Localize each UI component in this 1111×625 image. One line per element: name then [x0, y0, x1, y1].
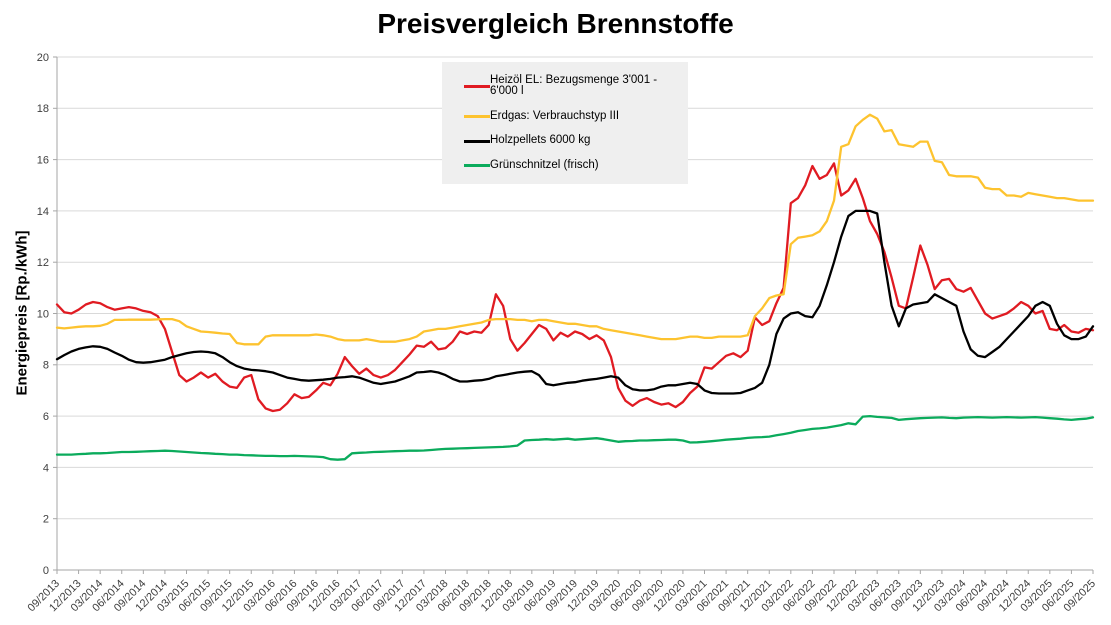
series-line-Holzpellets 6000 kg	[55, 209, 1095, 395]
y-tick-label: 8	[43, 360, 49, 372]
chart-title: Preisvergleich Brennstoffe	[377, 8, 734, 39]
heizoel-line-swatch	[464, 84, 490, 88]
legend-entry-erdgas: Erdgas: Verbrauchstyp III	[464, 109, 688, 123]
legend-label-gruenschnitzel: Grünschnitzel (frisch)	[490, 158, 599, 171]
y-tick-label: 10	[37, 308, 49, 320]
y-tick-label: 16	[37, 154, 49, 166]
legend-entry-holzpellets: Holzpellets 6000 kg	[464, 135, 688, 147]
y-tick-label: 2	[43, 514, 49, 526]
y-tick-label: 14	[37, 206, 49, 218]
erdgas-line-swatch	[464, 114, 490, 118]
series-line-Grünschnitzel (frisch)	[55, 414, 1095, 461]
series-line-Erdgas: Verbrauchstyp III	[55, 113, 1095, 346]
holzpellets-line-swatch	[464, 139, 490, 143]
legend-box: Heizöl EL: Bezugsmenge 3'001 - 6'000 l E…	[442, 62, 688, 184]
legend-label-heizoel: Heizöl EL: Bezugsmenge 3'001 - 6'000 l	[490, 73, 658, 98]
series-line-Heizöl EL: Bezugsmenge 3'001 - 6'000 l	[55, 162, 1095, 413]
legend-label-erdgas: Erdgas: Verbrauchstyp III	[490, 109, 620, 122]
legend-label-holzpellets: Holzpellets 6000 kg	[490, 134, 591, 147]
y-tick-label: 4	[43, 462, 49, 474]
gruenschnitzel-line-swatch	[464, 164, 490, 168]
y-tick-label: 18	[37, 103, 49, 115]
y-tick-label: 0	[43, 565, 49, 577]
legend-entry-heizoel: Heizöl EL: Bezugsmenge 3'001 - 6'000 l	[464, 73, 688, 98]
y-tick-label: 20	[37, 52, 49, 64]
legend-entry-gruenschnitzel: Grünschnitzel (frisch)	[464, 158, 688, 172]
y-tick-label: 12	[37, 257, 49, 269]
y-tick-label: 6	[43, 411, 49, 423]
